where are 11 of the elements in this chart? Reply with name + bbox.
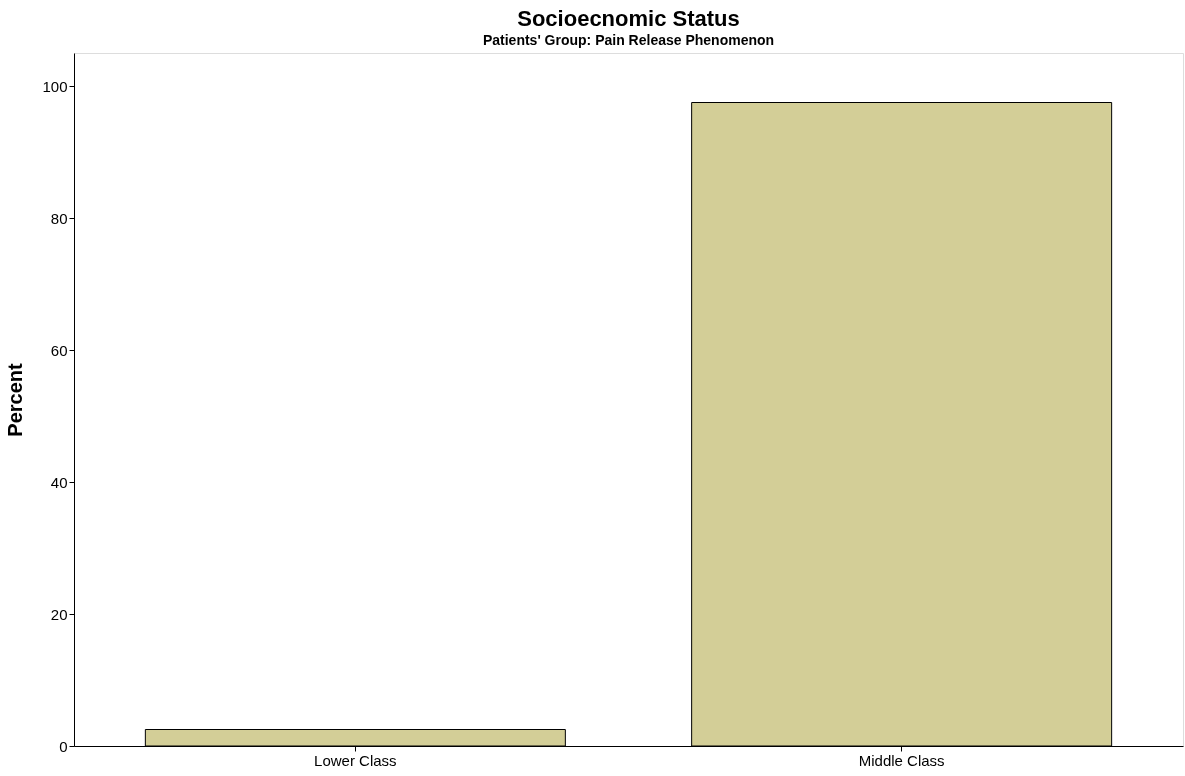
y-tick-label: 100 [42,77,68,95]
x-tick-label: Lower Class [314,751,397,769]
y-tick-label: 0 [59,737,68,755]
y-tick-label: 20 [50,605,68,623]
y-tick-label: 40 [50,473,68,491]
chart-title: Socioecnomic Status [517,6,740,31]
x-tick-label: Middle Class [858,751,945,769]
chart-subtitle: Patients' Group: Pain Release Phenomenon [482,32,775,48]
y-axis-title: Percent [4,362,27,437]
y-tick-label: 80 [50,209,68,227]
y-tick-label: 60 [50,341,68,359]
